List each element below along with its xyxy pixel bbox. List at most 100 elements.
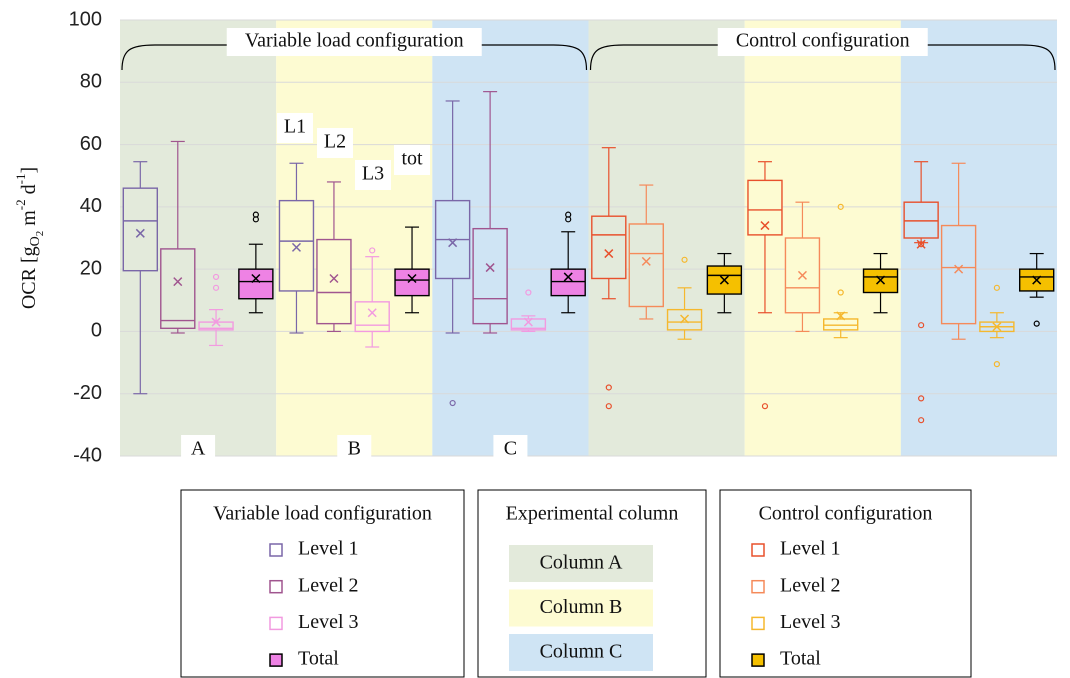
- mean-marker: [211, 317, 221, 327]
- box: [122, 187, 159, 272]
- outlier: [369, 247, 376, 254]
- mean-marker: [251, 273, 261, 284]
- mean-marker: [992, 322, 1002, 332]
- mean-marker: [641, 256, 651, 266]
- mean-marker: [836, 311, 846, 321]
- legend-label: Total: [298, 648, 339, 670]
- y-tick-label: 40: [80, 195, 102, 217]
- legend-swatch: [509, 589, 653, 627]
- mean-marker: [1032, 275, 1042, 285]
- y-label-part: d: [18, 184, 40, 199]
- outlier: [761, 403, 769, 410]
- y-label-part: O: [28, 236, 43, 246]
- outlier: [449, 399, 456, 407]
- box: [510, 318, 547, 331]
- y-axis-label: OCR [gO2 m-2 d-1]: [13, 167, 46, 309]
- mean-marker: [407, 273, 417, 284]
- column-band: [744, 20, 901, 456]
- mean-marker: [448, 238, 458, 248]
- outlier: [993, 361, 1000, 368]
- legend-marker: [751, 616, 765, 631]
- mean-marker: [604, 249, 614, 259]
- legend-marker: [269, 543, 283, 557]
- legend-swatch: [509, 634, 653, 671]
- box: [747, 179, 783, 236]
- legend-label: Level 2: [298, 574, 359, 596]
- legend-marker: [269, 579, 283, 594]
- y-tick-label: 60: [80, 133, 102, 155]
- box: [903, 201, 939, 239]
- y-tick-label: -40: [73, 444, 102, 466]
- box: [591, 215, 627, 280]
- box: [823, 318, 859, 331]
- column-label: A: [191, 438, 206, 460]
- legend-label: Level 3: [298, 611, 359, 633]
- legend-marker: [269, 616, 283, 631]
- box-label-bg: [394, 145, 430, 175]
- box-label: tot: [401, 148, 423, 170]
- box: [550, 268, 586, 297]
- mean-marker: [173, 277, 183, 287]
- legend-label: Level 1: [298, 538, 359, 560]
- box: [160, 248, 196, 330]
- brace-label-bg: [717, 28, 928, 56]
- column-label-bg: [181, 435, 216, 465]
- mean-marker: [329, 273, 339, 284]
- outlier: [1033, 320, 1040, 327]
- mean-marker: [523, 317, 533, 327]
- box-label-bg: [317, 128, 353, 158]
- legend-frame: [180, 489, 465, 678]
- configuration-label: Variable load configuration: [245, 30, 464, 52]
- column-label: B: [348, 438, 361, 460]
- mean-marker: [680, 314, 690, 324]
- outlier: [212, 284, 220, 291]
- legend-label: Column A: [540, 552, 623, 574]
- y-tick-label: -20: [73, 382, 102, 404]
- outlier: [252, 211, 259, 218]
- legend-marker: [751, 653, 765, 667]
- box: [628, 223, 664, 308]
- box-label: L3: [362, 163, 384, 185]
- box: [940, 224, 977, 325]
- y-label-part: -1: [13, 174, 28, 185]
- outlier: [565, 211, 572, 218]
- y-label-part: ]: [18, 167, 40, 174]
- legend-label: Level 1: [780, 538, 841, 560]
- mean-marker: [485, 263, 495, 273]
- outlier: [918, 322, 925, 329]
- outlier: [605, 403, 612, 410]
- y-tick-label: 20: [80, 257, 102, 279]
- legend-marker: [751, 543, 765, 557]
- box-label: L1: [284, 116, 306, 138]
- box-label-bg: [277, 113, 313, 143]
- mean-marker: [760, 221, 770, 231]
- outlier: [525, 289, 532, 296]
- box: [354, 301, 390, 333]
- column-label-bg: [337, 435, 372, 465]
- y-label-part: m: [18, 210, 40, 231]
- legend-marker: [269, 653, 283, 667]
- outlier: [993, 284, 1000, 291]
- outlier: [918, 417, 925, 424]
- legend-title: Experimental column: [506, 503, 679, 525]
- box: [278, 199, 315, 292]
- legend-label: Column B: [540, 596, 623, 618]
- mean-marker: [563, 272, 573, 282]
- box-label: L2: [324, 131, 346, 153]
- mean-marker: [954, 264, 964, 274]
- mean-marker: [291, 242, 301, 252]
- legend-title: Control configuration: [759, 503, 933, 525]
- outlier: [918, 241, 925, 248]
- outlier: [681, 256, 688, 263]
- brace-label-bg: [226, 28, 482, 56]
- outlier: [837, 203, 844, 210]
- legend-marker: [751, 579, 765, 594]
- legend-label: Level 3: [780, 611, 841, 633]
- column-label-bg: [493, 435, 528, 465]
- legend-swatch: [509, 545, 653, 582]
- mean-marker: [719, 275, 729, 285]
- box: [238, 268, 274, 300]
- y-tick-label: 80: [80, 71, 102, 93]
- box: [316, 238, 352, 325]
